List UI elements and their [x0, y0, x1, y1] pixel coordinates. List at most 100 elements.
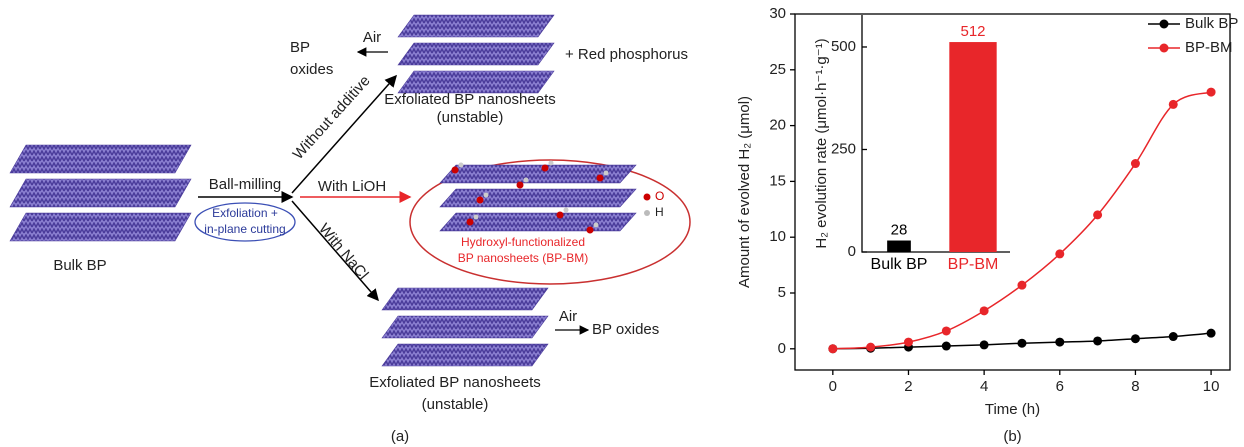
- diagram-graphics: [9, 14, 691, 367]
- o-atom: [466, 218, 474, 226]
- point: [1093, 210, 1103, 220]
- y-tick-label: 15: [769, 172, 786, 189]
- value-label: 512: [960, 23, 985, 40]
- h-atom: [548, 160, 554, 166]
- point: [1206, 328, 1216, 338]
- plot-frame: [794, 13, 1231, 371]
- series-line: [832, 91, 1212, 350]
- bp-layer: [9, 178, 192, 208]
- point: [1130, 159, 1140, 169]
- legend-dot: [643, 193, 651, 201]
- legend-marker: [1159, 43, 1169, 53]
- h-atom: [603, 170, 609, 176]
- x-tick-label: 8: [1131, 378, 1139, 395]
- point: [1206, 87, 1216, 97]
- bp-layer: [381, 343, 549, 367]
- label: Exfoliated BP nanosheets: [384, 91, 556, 108]
- value-label: 28: [891, 221, 908, 238]
- point: [979, 306, 989, 316]
- label: With LiOH: [318, 178, 386, 195]
- label: Air: [559, 308, 577, 325]
- bp-layer: [381, 315, 549, 339]
- x-axis-label: Time (h): [985, 401, 1040, 418]
- y-axis-label: H₂ evolution rate (μmol·h⁻¹·g⁻¹): [813, 38, 830, 248]
- x-tick-label: 0: [829, 378, 837, 395]
- o-atom: [556, 211, 564, 219]
- label: (unstable): [422, 396, 489, 413]
- label: + Red phosphorus: [565, 46, 688, 63]
- arrow: [291, 74, 397, 194]
- y-tick-label: 10: [769, 228, 786, 245]
- y-tick-label: 30: [769, 5, 786, 22]
- o-atom: [586, 226, 594, 234]
- y-tick-label: 0: [778, 340, 786, 357]
- y-tick-label: 0: [848, 243, 856, 260]
- point: [1168, 99, 1178, 109]
- label: With NaCl: [315, 220, 371, 283]
- bar: [887, 240, 911, 252]
- bar: [949, 42, 997, 252]
- o-atom: [516, 181, 524, 189]
- legend-dot: [644, 210, 650, 216]
- h-atom: [593, 222, 599, 228]
- point: [979, 340, 989, 350]
- point: [1017, 338, 1027, 348]
- bp-layer: [9, 212, 192, 242]
- x-tick-label: Bulk BP: [871, 256, 928, 273]
- legend-label: Bulk BP: [1185, 15, 1238, 32]
- ellipse: [409, 159, 691, 285]
- x-tick-label: 10: [1203, 378, 1220, 395]
- y-tick-label: 20: [769, 117, 786, 134]
- o-atom: [451, 166, 459, 174]
- label: Bulk BP: [53, 257, 106, 274]
- y-tick-label: 250: [831, 140, 856, 157]
- point: [866, 342, 876, 352]
- panel-label: (a): [391, 428, 409, 445]
- y-tick-label: 500: [831, 38, 856, 55]
- bp-layer: [439, 212, 637, 232]
- bp-layer: [397, 14, 555, 38]
- label: in-plane cutting: [204, 222, 285, 236]
- point: [1055, 337, 1065, 347]
- x-tick-label: 2: [904, 378, 912, 395]
- bp-layer: [439, 164, 637, 184]
- legend-label: BP-BM: [1185, 39, 1233, 56]
- o-atom: [596, 174, 604, 182]
- arrow: [291, 200, 379, 302]
- label: BP nanosheets (BP-BM): [458, 251, 589, 265]
- point: [1055, 249, 1065, 259]
- x-tick-label: 6: [1056, 378, 1064, 395]
- point: [828, 344, 838, 354]
- label: O: [655, 189, 664, 203]
- label: Exfoliated BP nanosheets: [369, 374, 541, 391]
- point: [1093, 336, 1103, 346]
- label: (unstable): [437, 109, 504, 126]
- label: oxides: [290, 61, 333, 78]
- x-tick-label: BP-BM: [948, 256, 999, 273]
- point: [1168, 332, 1178, 342]
- y-tick-label: 5: [778, 284, 786, 301]
- point: [1130, 334, 1140, 344]
- x-tick-label: 4: [980, 378, 988, 395]
- label: Ball-milling: [209, 176, 282, 193]
- point: [941, 326, 951, 336]
- h-atom: [563, 207, 569, 213]
- point: [1017, 280, 1027, 290]
- ellipse: [194, 202, 296, 242]
- h-atom: [523, 177, 529, 183]
- bp-layer: [381, 287, 549, 311]
- y-tick-label: 25: [769, 61, 786, 78]
- bp-layer: [9, 144, 192, 174]
- label: H: [655, 205, 664, 219]
- h-atom: [483, 192, 489, 198]
- bp-layer: [397, 70, 555, 94]
- h-atom: [473, 214, 479, 220]
- y-axis-label: Amount of evolved H₂ (μmol): [736, 96, 753, 288]
- panel-label: (b): [1003, 428, 1021, 445]
- o-atom: [541, 164, 549, 172]
- label: BP oxides: [592, 321, 659, 338]
- bp-layer: [397, 42, 555, 66]
- legend-marker: [1159, 19, 1169, 29]
- h-atom: [458, 162, 464, 168]
